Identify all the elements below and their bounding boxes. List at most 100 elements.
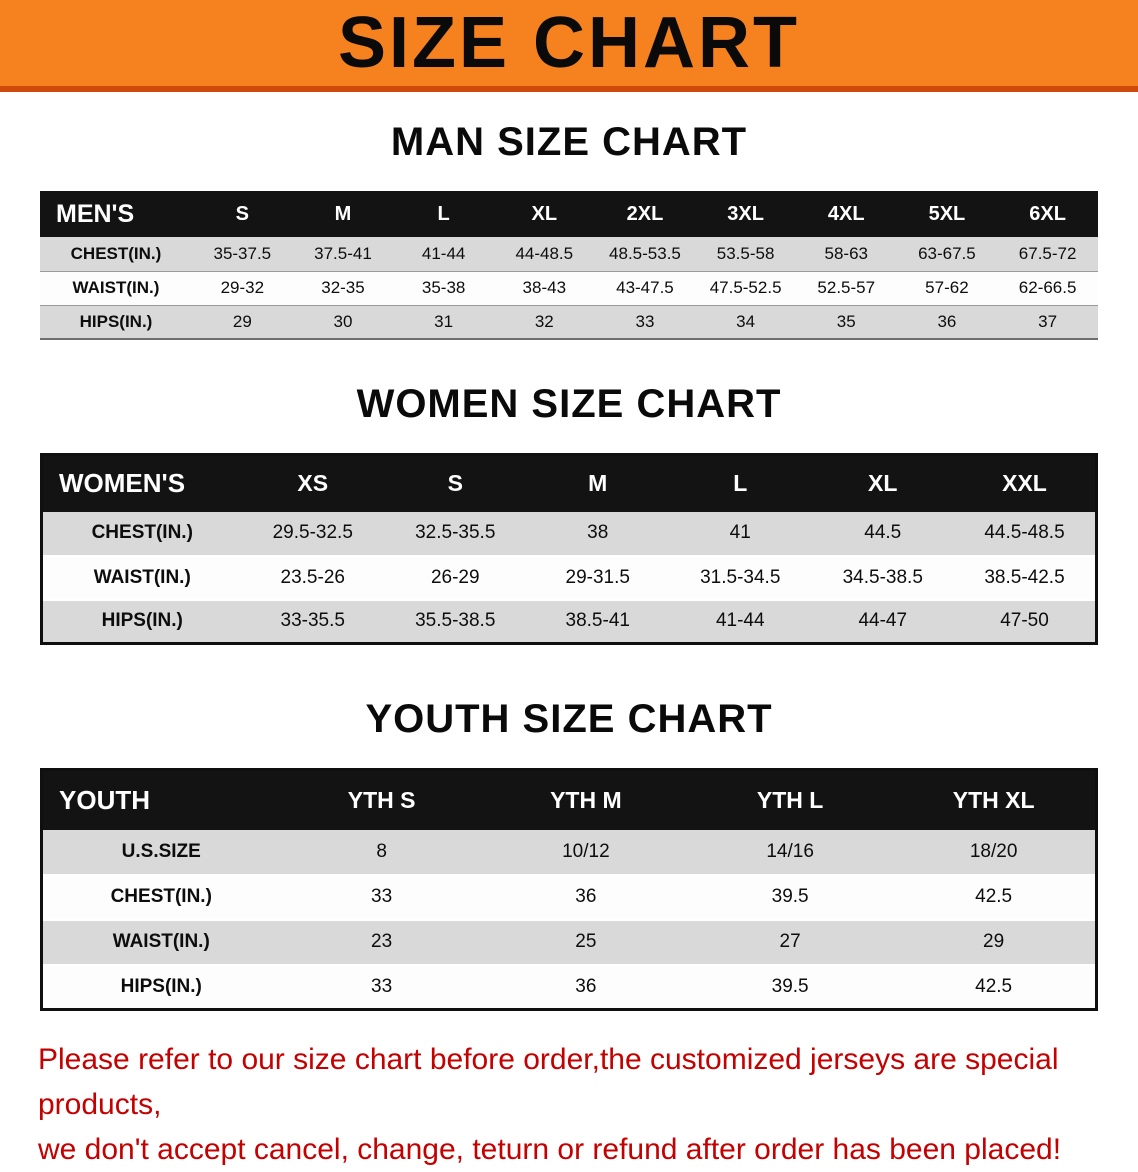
size-value: 29: [232, 311, 252, 331]
size-value: 42.5: [975, 975, 1013, 997]
size-column-header: S: [384, 454, 527, 512]
size-value: 36: [937, 311, 957, 331]
size-value: 8: [376, 840, 387, 862]
size-column-header: M: [526, 454, 669, 512]
size-chart-banner: SIZE CHART: [0, 0, 1138, 92]
size-column-header: 4XL: [795, 191, 897, 237]
size-value: 36: [575, 886, 597, 907]
size-column-header: XL: [811, 454, 954, 512]
size-value: 10/12: [562, 840, 610, 862]
table-row: WAIST(IN.) 29-32 32-35 35-38 38-43 43-47.5 47.…: [40, 271, 1098, 305]
table-row: CHEST(IN.) 33 36 39.5 42.5: [41, 874, 1097, 920]
men-table-header-row: MEN'S S M L XL 2XL 3XL 4XL 5XL 6XL: [40, 191, 1098, 237]
size-column-header: 5XL: [896, 191, 998, 237]
size-value: 44.5: [864, 522, 902, 543]
youth-chart-heading: YOUTH SIZE CHART: [365, 697, 773, 741]
size-column-header: XXL: [954, 454, 1097, 512]
size-value: 43-47.5: [616, 278, 674, 297]
size-value: 23.5-26: [280, 566, 345, 588]
size-chart-title: SIZE CHART: [338, 3, 800, 83]
row-label: WAIST(IN.): [72, 278, 160, 297]
size-column-header: L: [393, 191, 494, 237]
size-value: 39.5: [771, 886, 809, 907]
size-value: 33: [371, 975, 393, 997]
size-value: 29-31.5: [565, 566, 630, 588]
youth-table-header-row: YOUTH YTH S YTH M YTH L YTH XL: [41, 769, 1097, 830]
size-value: 35.5-38.5: [415, 610, 496, 632]
size-value: 57-62: [925, 278, 969, 297]
size-column-header: L: [669, 454, 812, 512]
size-value: 30: [333, 311, 353, 331]
row-label: WAIST(IN.): [93, 566, 191, 588]
size-column-header: XS: [241, 454, 384, 512]
size-value: 47-50: [1000, 610, 1049, 632]
size-value: 38.5-42.5: [984, 566, 1065, 588]
size-value: 31: [434, 311, 454, 331]
table-row: CHEST(IN.) 35-37.5 37.5-41 41-44 44-48.5 48.5…: [40, 237, 1098, 271]
size-value: 25: [575, 931, 597, 952]
size-value: 33: [635, 311, 655, 331]
size-value: 33-35.5: [280, 610, 345, 632]
row-label: WAIST(IN.): [112, 931, 210, 952]
size-value: 35: [836, 311, 856, 331]
row-label: HIPS(IN.): [79, 311, 153, 331]
size-value: 34: [736, 311, 756, 331]
youth-size-table: YOUTH YTH S YTH M YTH L YTH XL U.S.SIZE 8 10/1…: [40, 768, 1098, 1011]
size-value: 31.5-34.5: [700, 566, 781, 588]
size-value: 62-66.5: [1018, 278, 1077, 297]
size-column-header: YTH S: [279, 769, 484, 830]
size-value: 26-29: [430, 566, 480, 588]
size-value: 41-44: [715, 610, 765, 632]
size-value: 29: [983, 931, 1005, 952]
size-value: 42.5: [975, 886, 1013, 907]
size-column-header: 2XL: [594, 191, 696, 237]
table-row: WAIST(IN.) 23 25 27 29: [41, 919, 1097, 965]
size-column-header: S: [192, 191, 293, 237]
table-row: HIPS(IN.) 33-35.5 35.5-38.5 38.5-41 41-44 44-…: [41, 599, 1097, 644]
size-value: 44-48.5: [515, 243, 574, 263]
size-value: 63-67.5: [918, 243, 976, 263]
table-row: WAIST(IN.) 23.5-26 26-29 29-31.5 31.5-34.5 34…: [41, 555, 1097, 600]
table-row: HIPS(IN.) 29 30 31 32 33 34 35 36 37: [40, 305, 1098, 339]
size-column-header: YTH M: [483, 769, 688, 830]
size-value: 41: [729, 522, 751, 543]
women-table-header-row: WOMEN'S XS S M L XL XXL: [41, 454, 1097, 512]
size-value: 38: [587, 522, 609, 543]
size-value: 36: [575, 975, 597, 997]
row-label: CHEST(IN.): [110, 886, 212, 907]
size-value: 67.5-72: [1018, 243, 1077, 263]
row-label: U.S.SIZE: [121, 840, 201, 862]
size-value: 39.5: [771, 975, 809, 997]
size-value: 29-32: [220, 278, 265, 297]
size-value: 34.5-38.5: [842, 566, 923, 588]
men-chart-heading: MAN SIZE CHART: [390, 120, 748, 164]
men-size-table: MEN'S S M L XL 2XL 3XL 4XL 5XL 6XL CHEST(IN.) 35-3…: [40, 191, 1098, 340]
row-label: HIPS(IN.): [120, 975, 202, 997]
size-value: 23: [371, 931, 393, 952]
row-label: CHEST(IN.): [70, 243, 162, 263]
size-value: 44.5-48.5: [984, 522, 1065, 543]
order-disclaimer: Please refer to our size chart before or…: [38, 1037, 1100, 1172]
women-size-table: WOMEN'S XS S M L XL XXL CHEST(IN.) 29.5-32.5 32.…: [40, 453, 1098, 645]
table-corner-label: YOUTH: [41, 769, 280, 830]
size-value: 41-44: [421, 243, 466, 263]
size-column-header: 6XL: [997, 191, 1098, 237]
size-column-header: 3XL: [695, 191, 796, 237]
size-value: 18/20: [969, 840, 1018, 862]
size-value: 32-35: [321, 278, 365, 297]
size-value: 29.5-32.5: [272, 522, 353, 543]
table-corner-label: WOMEN'S: [41, 454, 242, 512]
size-value: 53.5-58: [716, 243, 775, 263]
table-row: CHEST(IN.) 29.5-32.5 32.5-35.5 38 41 44.5 44.5…: [41, 511, 1097, 556]
size-value: 33: [371, 886, 393, 907]
size-value: 44-47: [858, 610, 908, 632]
size-value: 32: [534, 311, 554, 331]
size-column-header: YTH L: [688, 769, 893, 830]
size-value: 27: [779, 931, 801, 952]
size-value: 48.5-53.5: [609, 243, 681, 263]
disclaimer-line-2: we don't accept cancel, change, teturn o…: [38, 1133, 1062, 1166]
size-value: 52.5-57: [817, 278, 876, 297]
size-column-header: YTH XL: [892, 769, 1097, 830]
size-value: 58-63: [824, 243, 868, 263]
size-value: 32.5-35.5: [415, 522, 496, 543]
